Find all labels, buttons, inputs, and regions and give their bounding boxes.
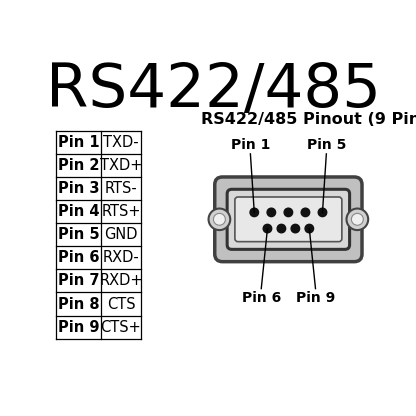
Text: TXD-: TXD-: [103, 135, 139, 150]
Text: Pin 5: Pin 5: [307, 138, 346, 151]
Text: RS422/485 Pinout (9 Pin): RS422/485 Pinout (9 Pin): [201, 112, 416, 127]
Circle shape: [277, 224, 286, 233]
Circle shape: [318, 208, 327, 217]
Text: GND: GND: [104, 227, 138, 242]
Text: Pin 9: Pin 9: [296, 291, 335, 305]
Text: Pin 1: Pin 1: [57, 135, 99, 150]
Text: CTS: CTS: [106, 297, 135, 312]
Text: Pin 3: Pin 3: [57, 181, 99, 196]
Text: Pin 2: Pin 2: [57, 158, 99, 173]
Circle shape: [213, 213, 225, 225]
FancyBboxPatch shape: [235, 197, 342, 242]
Text: RTS-: RTS-: [104, 181, 137, 196]
Circle shape: [250, 208, 258, 217]
Circle shape: [352, 213, 363, 225]
Text: RXD-: RXD-: [103, 250, 139, 265]
FancyBboxPatch shape: [227, 189, 349, 249]
Text: Pin 8: Pin 8: [57, 297, 99, 312]
Text: Pin 1: Pin 1: [231, 138, 270, 151]
Circle shape: [291, 224, 300, 233]
Text: CTS+: CTS+: [101, 319, 141, 334]
Circle shape: [263, 224, 272, 233]
Circle shape: [301, 208, 310, 217]
Text: Pin 9: Pin 9: [57, 319, 99, 334]
Text: Pin 7: Pin 7: [57, 273, 99, 288]
Text: RTS+: RTS+: [101, 204, 141, 219]
Text: RS422/485: RS422/485: [46, 62, 381, 121]
Text: Pin 6: Pin 6: [57, 250, 99, 265]
Circle shape: [284, 208, 292, 217]
Text: Pin 6: Pin 6: [242, 291, 281, 305]
Text: Pin 4: Pin 4: [57, 204, 99, 219]
Circle shape: [347, 208, 368, 230]
Circle shape: [267, 208, 275, 217]
Circle shape: [305, 224, 314, 233]
Text: RXD+: RXD+: [99, 273, 143, 288]
FancyBboxPatch shape: [215, 177, 362, 262]
Circle shape: [208, 208, 230, 230]
Text: TXD+: TXD+: [100, 158, 142, 173]
Text: Pin 5: Pin 5: [57, 227, 99, 242]
